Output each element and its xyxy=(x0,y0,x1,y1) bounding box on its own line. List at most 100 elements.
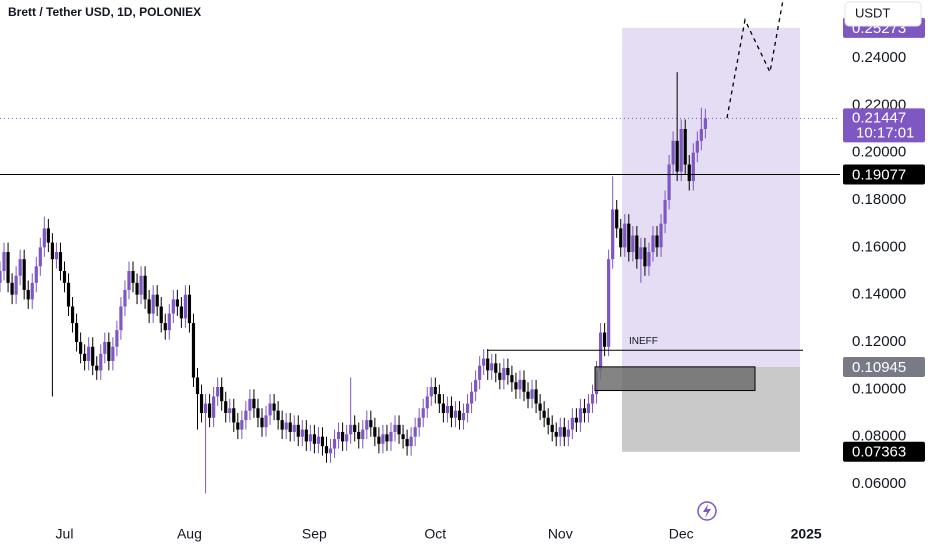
last-price-label: 0.21447 xyxy=(852,109,906,126)
candle-body xyxy=(79,342,83,354)
candle-body xyxy=(264,415,268,428)
candle-body xyxy=(590,394,595,404)
candle-body xyxy=(574,417,578,423)
candle-body xyxy=(183,294,188,319)
y-tick-label: 0.08000 xyxy=(852,428,906,445)
candle-body xyxy=(349,424,353,435)
candle-body xyxy=(679,128,683,172)
y-tick-label: 0.06000 xyxy=(852,475,906,492)
candle-body xyxy=(405,439,409,447)
candle-body xyxy=(631,235,635,253)
candle-body xyxy=(671,140,675,165)
candle-body xyxy=(607,259,611,347)
candle-body xyxy=(151,294,155,314)
candle-body xyxy=(381,434,385,444)
candle-body xyxy=(123,289,127,307)
candle-body xyxy=(300,429,304,437)
candle-body xyxy=(228,408,232,414)
candle-body xyxy=(526,391,530,399)
candle-body xyxy=(494,363,498,373)
x-tick-label: 2025 xyxy=(791,526,822,542)
candle-body xyxy=(312,434,316,444)
candle-body xyxy=(619,228,623,248)
y-tick-label: 0.12000 xyxy=(852,333,906,350)
candle-body xyxy=(550,424,554,432)
candle-body xyxy=(115,330,119,347)
currency-box[interactable] xyxy=(844,1,922,27)
candle-body xyxy=(187,294,192,324)
candle-body xyxy=(308,434,312,442)
y-tick-label: 0.18000 xyxy=(852,191,906,208)
candle-body xyxy=(119,306,123,331)
candle-body xyxy=(232,408,236,423)
candle-body xyxy=(542,410,546,418)
candle-body xyxy=(244,410,248,421)
entry-price-label-bg xyxy=(843,356,925,377)
candle-body xyxy=(14,275,18,295)
candle-body xyxy=(280,420,284,430)
y-tick-label: 0.10000 xyxy=(852,380,906,397)
candle-body xyxy=(70,306,75,324)
candle-body xyxy=(50,242,54,260)
candle-body xyxy=(437,394,441,404)
candle-body xyxy=(445,405,450,414)
event-icon[interactable] xyxy=(697,501,717,521)
candle-body xyxy=(369,420,373,428)
line-price-label: 0.19077 xyxy=(852,166,906,183)
candle-body xyxy=(256,408,260,418)
candle-body xyxy=(111,346,115,361)
candle-body xyxy=(534,389,538,404)
profit-zone xyxy=(622,27,800,367)
candle-body xyxy=(421,408,425,418)
candle-body xyxy=(611,209,615,260)
candles-layer xyxy=(0,72,707,494)
stop-price-label-bg xyxy=(843,441,925,462)
candle-body xyxy=(260,417,264,428)
candle-body xyxy=(401,434,405,440)
candle-body xyxy=(546,417,550,425)
candle-body xyxy=(498,372,502,380)
candle-body xyxy=(131,271,135,283)
candle-body xyxy=(683,128,687,165)
y-tick-label: 0.14000 xyxy=(852,286,906,303)
candle-body xyxy=(490,363,494,371)
candle-body xyxy=(687,164,691,182)
candle-body xyxy=(46,228,50,243)
candle-body xyxy=(30,282,34,300)
x-tick-label: Aug xyxy=(177,526,202,542)
candle-body xyxy=(341,431,345,442)
candle-body xyxy=(441,403,445,414)
candle-body xyxy=(357,431,361,440)
candle-body xyxy=(268,403,272,416)
candle-body xyxy=(42,228,46,248)
candle-body xyxy=(691,152,695,182)
candle-body xyxy=(240,420,244,430)
candle-body xyxy=(328,448,333,454)
stop-price-label: 0.07363 xyxy=(852,444,906,461)
candle-body xyxy=(199,394,204,414)
candle-body xyxy=(514,382,518,390)
candle-body xyxy=(433,386,437,395)
candle-body xyxy=(248,398,252,411)
candle-body xyxy=(449,405,454,418)
candle-body xyxy=(365,420,369,430)
candle-body xyxy=(26,289,30,300)
candle-body xyxy=(615,209,619,229)
candle-body xyxy=(586,403,591,414)
candle-body xyxy=(147,299,151,314)
candle-body xyxy=(163,323,167,331)
x-tick-label: Sep xyxy=(302,526,327,542)
candle-body xyxy=(393,424,397,432)
candle-body xyxy=(236,422,240,430)
candle-body xyxy=(639,247,643,260)
candle-body xyxy=(6,252,10,283)
candle-body xyxy=(345,434,349,442)
candle-body xyxy=(155,294,159,307)
candle-body xyxy=(179,306,183,319)
currency-label: USDT xyxy=(855,5,890,20)
candle-body xyxy=(389,431,393,442)
candle-body xyxy=(320,436,325,447)
candle-body xyxy=(558,427,562,437)
candle-body xyxy=(191,323,196,378)
